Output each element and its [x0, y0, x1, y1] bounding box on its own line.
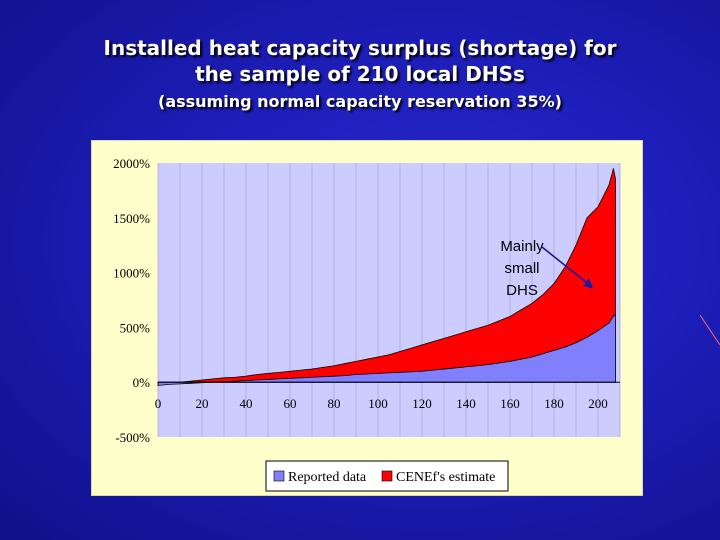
x-tick-labels: 0 20 40 60 80 100 120 140 160 180 200: [155, 396, 608, 411]
legend-label: Reported data: [288, 470, 367, 485]
decorative-line: [700, 315, 720, 345]
slide-subtitle: (assuming normal capacity reservation 35…: [158, 92, 562, 111]
legend-swatch: [381, 470, 393, 482]
x-tick-label: 100: [368, 396, 388, 411]
legend: Reported data CENEf's estimate: [265, 460, 509, 492]
annotation-text: small: [504, 260, 539, 277]
x-tick-label: 140: [456, 396, 476, 411]
x-tick-label: 0: [155, 396, 162, 411]
slide-title-line-1: Installed heat capacity surplus (shortag…: [103, 36, 617, 60]
x-tick-label: 80: [328, 396, 341, 411]
legend-swatch: [273, 470, 285, 482]
series-group: [157, 168, 616, 386]
slide-title-line-2: the sample of 210 local DHSs: [195, 62, 525, 86]
x-tick-label: 20: [196, 396, 209, 411]
legend-label: CENEf's estimate: [396, 470, 495, 485]
x-tick-label: 160: [500, 396, 520, 411]
x-tick-label: 60: [284, 396, 297, 411]
y-tick-label: 1000%: [113, 266, 150, 281]
y-tick-label: 2000%: [113, 156, 150, 171]
annotation-arrow-line: [541, 246, 591, 286]
y-tick-label: 0%: [133, 375, 151, 390]
series-area-1: [157, 168, 616, 385]
y-tick-label: -500%: [115, 430, 150, 445]
annotation-arrow-head: [583, 278, 594, 290]
annotation-text: Mainly: [500, 238, 544, 255]
chart-panel: 2000% 1500% 1000% 500% 0% -500% 0 20 40 60 80 100 1…: [91, 140, 643, 496]
grid-lines: [157, 163, 621, 437]
x-tick-label: 180: [544, 396, 564, 411]
annotation-text: DHS: [506, 282, 538, 299]
chart-svg: 2000% 1500% 1000% 500% 0% -500% 0 20 40 60 80 100 1…: [113, 156, 621, 492]
y-tick-labels: 2000% 1500% 1000% 500% 0% -500%: [113, 156, 150, 445]
annotation: Mainly small DHS: [500, 238, 594, 299]
series-area-0: [157, 313, 616, 386]
x-tick-label: 120: [412, 396, 432, 411]
y-tick-label: 500%: [120, 320, 151, 335]
x-tick-label: 200: [588, 396, 608, 411]
x-tick-label: 40: [240, 396, 253, 411]
y-tick-label: 1500%: [113, 211, 150, 226]
